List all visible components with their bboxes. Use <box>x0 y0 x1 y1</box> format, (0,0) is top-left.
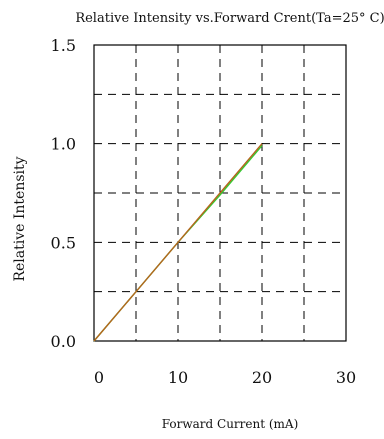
x-tick-labels: 0 10 20 30 <box>94 368 356 387</box>
y-tick-label: 1.5 <box>51 36 76 55</box>
y-tick-label: 0.5 <box>51 233 76 252</box>
x-tick-label: 30 <box>336 368 356 387</box>
y-tick-labels: 0.0 0.5 1.0 1.5 <box>51 36 76 351</box>
grid <box>94 45 346 341</box>
plot-frame <box>93 44 347 342</box>
y-axis-label: Relative Intensity <box>12 156 28 281</box>
chart-title: Relative Intensity vs.Forward Crent(Ta=2… <box>75 11 384 26</box>
x-tick-label: 10 <box>168 368 188 387</box>
x-tick-label: 20 <box>252 368 272 387</box>
series-layer <box>93 143 263 342</box>
x-tick-label: 0 <box>94 368 104 387</box>
series-line-2 <box>93 143 263 342</box>
y-tick-label: 0.0 <box>51 332 76 351</box>
x-axis-label: Forward Current (mA) <box>162 417 299 431</box>
y-tick-label: 1.0 <box>51 135 76 154</box>
